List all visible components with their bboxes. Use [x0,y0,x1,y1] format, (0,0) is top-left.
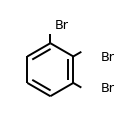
Text: Br: Br [54,18,69,32]
Text: Br: Br [101,82,115,95]
Text: Br: Br [101,51,115,64]
